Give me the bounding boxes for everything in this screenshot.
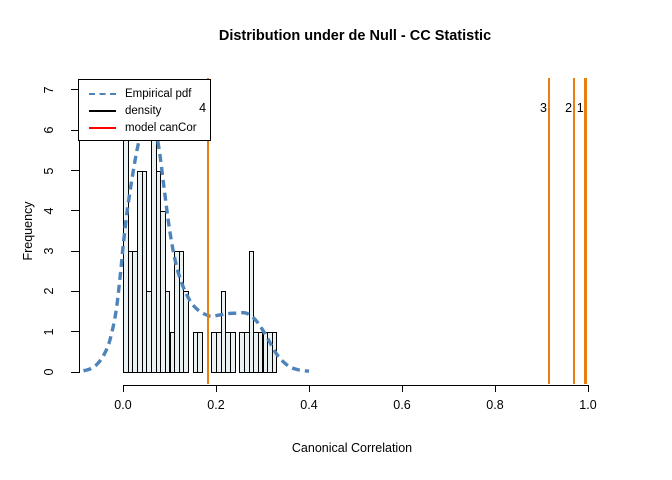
y-tick-mark bbox=[71, 210, 79, 212]
legend-item-label: model canCor bbox=[125, 121, 197, 134]
vline-label-4: 4 bbox=[199, 101, 207, 116]
y-tick-mark bbox=[71, 170, 79, 171]
y-tick-mark bbox=[71, 331, 79, 333]
x-tick-mark bbox=[122, 385, 124, 392]
y-axis-line bbox=[78, 90, 80, 373]
x-tick-label: 0.4 bbox=[300, 398, 318, 412]
legend-rows: Empirical pdf density model canCor bbox=[89, 85, 210, 136]
x-axis-label: Canonical Correlation bbox=[291, 441, 413, 455]
histogram-bar bbox=[197, 331, 204, 373]
legend-box: Empirical pdf density model canCor bbox=[78, 79, 211, 141]
vline-label-1: 1 bbox=[576, 101, 584, 116]
y-tick-label: 1 bbox=[42, 328, 56, 336]
vline-label-2: 2 bbox=[565, 101, 573, 116]
legend-item-2: model canCor bbox=[89, 119, 210, 136]
histogram-bar bbox=[229, 331, 236, 373]
y-tick-mark bbox=[71, 250, 79, 252]
x-tick-mark bbox=[215, 385, 217, 392]
x-tick-mark bbox=[401, 385, 403, 392]
x-tick-label: 1.0 bbox=[579, 398, 597, 412]
plot-title: Distribution under de Null - CC Statisti… bbox=[218, 28, 492, 44]
y-tick-label: 3 bbox=[42, 247, 56, 255]
x-tick-label: 0.8 bbox=[486, 398, 504, 412]
y-tick-mark bbox=[71, 371, 79, 373]
x-tick-mark bbox=[587, 385, 589, 392]
x-tick-mark bbox=[308, 385, 310, 392]
x-tick-label: 0.2 bbox=[207, 398, 225, 412]
y-tick-mark bbox=[71, 89, 79, 91]
legend-line-sample-dashed bbox=[89, 92, 116, 95]
x-tick-mark bbox=[494, 385, 496, 392]
x-tick-label: 0.0 bbox=[114, 398, 132, 412]
legend-item-label: density bbox=[125, 104, 162, 117]
x-tick-label: 0.6 bbox=[393, 398, 411, 412]
y-tick-label: 5 bbox=[42, 167, 56, 174]
vline-cc-1 bbox=[584, 78, 587, 384]
vline-cc-2 bbox=[572, 78, 576, 384]
y-tick-label: 6 bbox=[42, 126, 56, 134]
legend-item-1: density bbox=[89, 102, 210, 119]
y-tick-label: 2 bbox=[42, 287, 56, 295]
y-tick-label: 0 bbox=[42, 368, 56, 376]
histogram-bar bbox=[271, 331, 278, 373]
y-tick-label: 4 bbox=[42, 207, 56, 215]
y-tick-mark bbox=[71, 290, 79, 292]
legend-item-0: Empirical pdf bbox=[89, 85, 210, 102]
histogram-bar bbox=[183, 291, 190, 373]
x-axis-line bbox=[122, 385, 589, 386]
legend-line-sample-solid bbox=[89, 109, 116, 112]
y-tick-mark bbox=[71, 129, 79, 131]
legend-line-sample-solid bbox=[89, 126, 116, 129]
vline-label-3: 3 bbox=[539, 101, 547, 116]
y-tick-label: 7 bbox=[42, 86, 56, 94]
legend-item-label: Empirical pdf bbox=[125, 87, 192, 100]
vline-cc-3 bbox=[547, 78, 551, 384]
y-axis-label: Frequency bbox=[21, 201, 35, 261]
